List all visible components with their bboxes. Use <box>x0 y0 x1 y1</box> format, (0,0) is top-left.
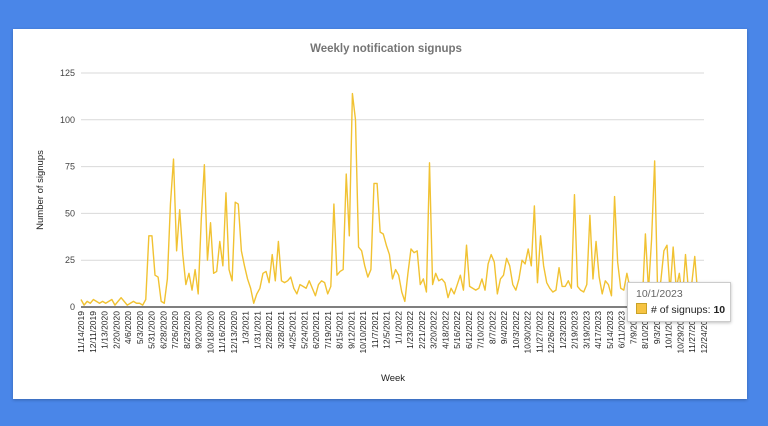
x-tick-label: 8/23/2020 <box>182 311 192 349</box>
x-tick-label: 2/28/2021 <box>264 311 274 349</box>
y-tick-labels: 0 25 50 75 100 125 <box>60 68 75 312</box>
x-tick-label: 12/13/2020 <box>229 311 239 354</box>
x-tick-label: 1/13/2020 <box>100 311 110 349</box>
x-tick-label: 9/4/2022 <box>499 311 509 344</box>
tooltip-date: 10/1/2023 <box>636 288 683 300</box>
tooltip-label: # of signups: <box>651 304 711 316</box>
x-tick-label: 10/30/2022 <box>523 311 533 354</box>
x-tick-label: 6/28/2020 <box>158 311 168 349</box>
x-tick-label: 8/7/2022 <box>487 311 497 344</box>
x-tick-label: 6/11/2023 <box>617 311 627 348</box>
x-tick-label: 12/26/2022 <box>546 311 556 354</box>
line-chart: Weekly notification signups 0 25 50 75 100 12… <box>35 43 709 384</box>
x-tick-label: 12/5/2021 <box>382 311 392 349</box>
x-tick-label: 1/23/2022 <box>405 311 415 349</box>
x-tick-label: 1/3/2021 <box>241 311 251 344</box>
x-tick-label: 5/24/2021 <box>299 311 309 349</box>
x-tick-label: 3/19/2023 <box>581 311 591 349</box>
x-tick-label: 4/25/2021 <box>288 311 298 349</box>
y-tick-label: 50 <box>65 208 75 218</box>
x-tick-label: 11/27/2022 <box>534 311 544 353</box>
x-tick-label: 1/1/2022 <box>393 311 403 344</box>
x-tick-label: 2/19/2023 <box>570 311 580 349</box>
x-tick-label: 12/24/2023 <box>699 311 709 354</box>
data-point-tooltip: 10/1/2023 # of signups: 10 <box>627 282 731 322</box>
x-tick-label: 7/9/2023 <box>628 311 638 344</box>
x-tick-label: 4/17/2023 <box>593 311 603 349</box>
x-tick-label: 6/12/2022 <box>464 311 474 349</box>
chart-card: Weekly notification signups 0 25 50 75 100 12… <box>13 29 747 399</box>
y-tick-label: 125 <box>60 68 75 78</box>
x-tick-label: 6/20/2021 <box>311 311 321 349</box>
x-tick-label: 8/15/2021 <box>335 311 345 349</box>
x-tick-label: 11/14/2019 <box>76 311 86 353</box>
x-tick-label: 4/18/2022 <box>440 311 450 349</box>
x-tick-label: 2/21/2022 <box>417 311 427 349</box>
x-tick-label: 5/3/2020 <box>135 311 145 344</box>
x-tick-labels: 11/14/2019 12/11/2019 1/13/2020 2/20/2020 4/… <box>76 311 709 354</box>
x-tick-label: 4/6/2020 <box>123 311 133 344</box>
x-tick-label: 10/10/2021 <box>358 311 368 354</box>
x-tick-label: 1/23/2023 <box>558 311 568 349</box>
chart-title: Weekly notification signups <box>310 43 462 55</box>
tooltip-row: # of signups: 10 <box>636 303 725 316</box>
y-tick-label: 75 <box>65 162 75 172</box>
x-tick-label: 8/10/2023 <box>640 311 650 349</box>
x-axis-title: Week <box>381 373 405 384</box>
x-tick-label: 12/11/2019 <box>88 311 98 353</box>
x-tick-label: 9/20/2020 <box>194 311 204 349</box>
x-tick-label: 10/18/2020 <box>205 311 215 354</box>
x-tick-label: 5/16/2022 <box>452 311 462 349</box>
tooltip-series-swatch <box>636 303 647 314</box>
x-tick-label: 5/14/2023 <box>605 311 615 349</box>
x-tick-label: 3/28/2021 <box>276 311 286 349</box>
x-tick-label: 10/29/2023 <box>675 311 685 354</box>
tooltip-value: 10 <box>713 304 726 316</box>
x-tick-label: 11/27/2023 <box>687 311 697 353</box>
x-tick-label: 7/26/2020 <box>170 311 180 349</box>
x-tick-label: 5/31/2020 <box>147 311 157 349</box>
x-tick-label: 7/19/2021 <box>323 311 333 349</box>
y-tick-label: 100 <box>60 115 75 125</box>
x-tick-label: 7/10/2022 <box>476 311 486 349</box>
y-axis-title: Number of signups <box>35 150 46 230</box>
x-tick-label: 11/7/2021 <box>370 311 380 348</box>
x-tick-label: 3/20/2022 <box>429 311 439 349</box>
y-tick-label: 25 <box>65 255 75 265</box>
x-tick-label: 9/3/2023 <box>652 311 662 344</box>
x-tick-label: 11/16/2020 <box>217 311 227 353</box>
x-tick-label: 9/12/2021 <box>346 311 356 349</box>
y-tick-label: 0 <box>70 302 75 312</box>
x-tick-label: 1/31/2021 <box>252 311 262 349</box>
x-tick-label: 2/20/2020 <box>111 311 121 349</box>
x-tick-label: 10/3/2022 <box>511 311 521 349</box>
gridlines <box>81 72 704 308</box>
series-line-signups[interactable] <box>80 92 705 306</box>
x-tick-label: 10/1/2023 <box>664 311 674 349</box>
